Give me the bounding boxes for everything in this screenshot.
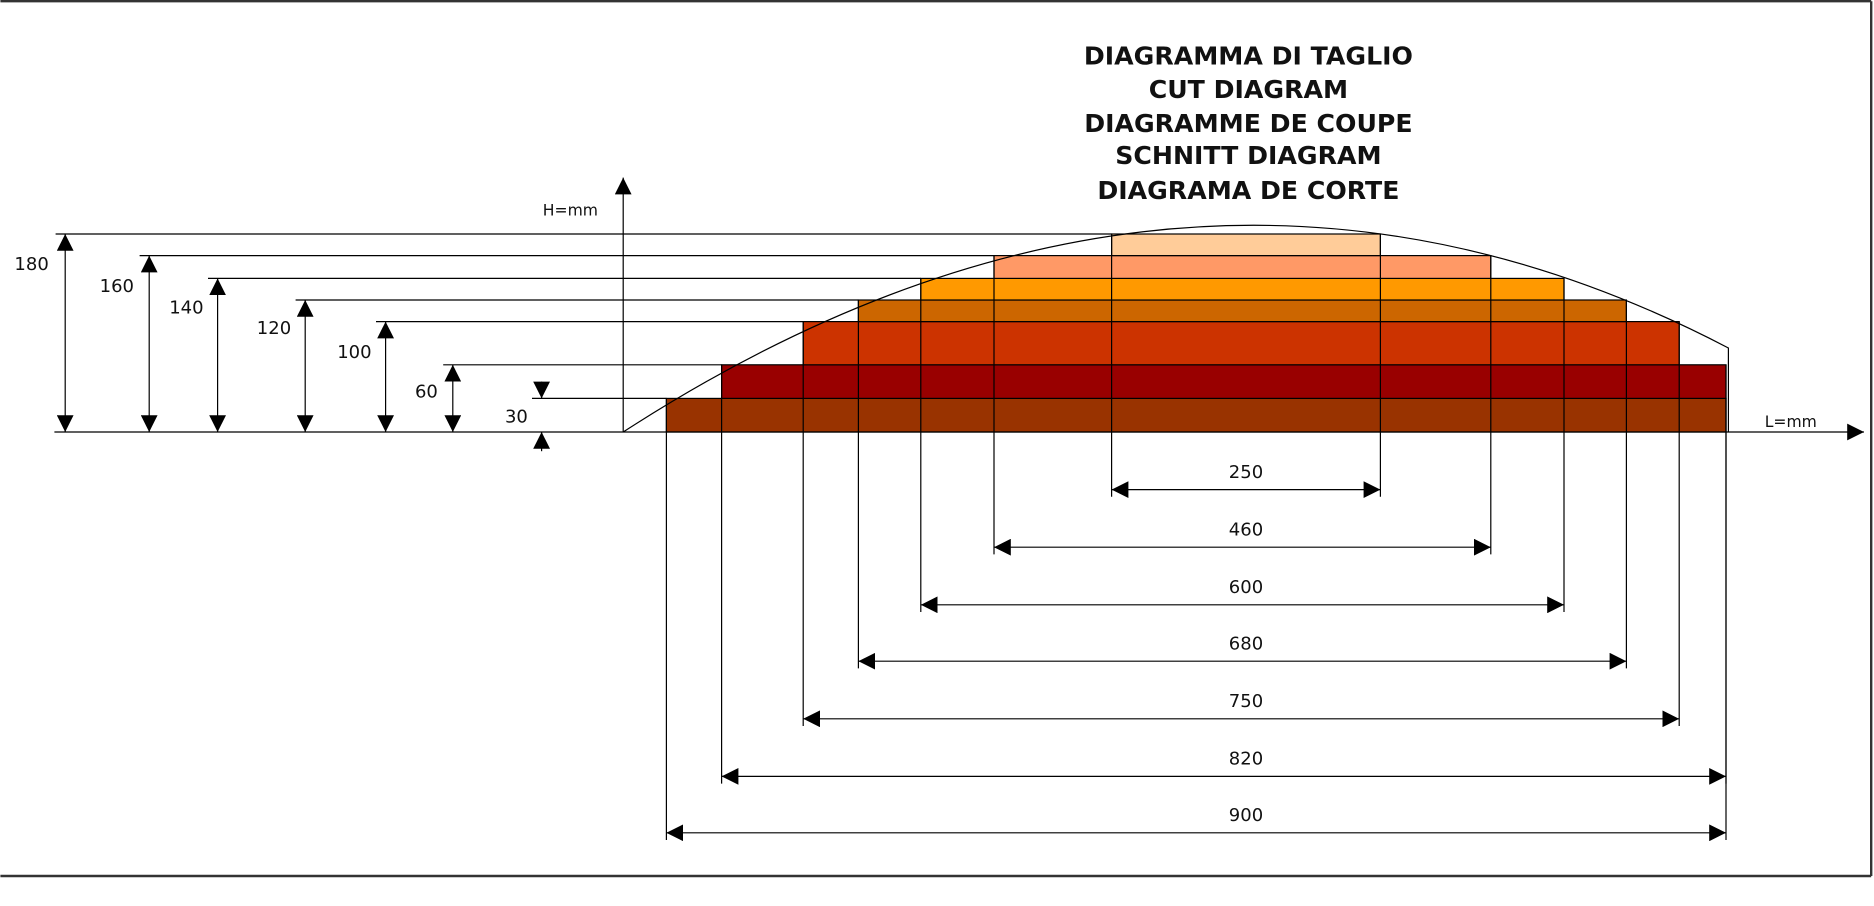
width-label: 600 [1229, 577, 1263, 598]
height-label: 180 [14, 254, 48, 275]
cut-layer [802, 321, 1680, 366]
cut-layer [920, 277, 1565, 301]
cut-layer [1111, 233, 1381, 257]
title-line: DIAGRAMME DE COUPE [1084, 109, 1412, 138]
title-block: DIAGRAMMA DI TAGLIO CUT DIAGRAM DIAGRAMME … [1084, 42, 1413, 205]
axes: H=mm L=mm [54, 177, 1864, 441]
layers [665, 233, 1727, 433]
cut-layer [857, 299, 1627, 323]
title-line: DIAGRAMA DE CORTE [1097, 176, 1399, 205]
dimension-lines [55, 233, 1727, 842]
height-label: 140 [169, 297, 203, 318]
dimension-labels: 30 900 60 820 100 750 120 680 140 600 160 460 180 250 [14, 254, 1263, 826]
x-axis-label: L=mm [1765, 413, 1817, 431]
frame [0, 0, 1873, 878]
height-label: 120 [257, 318, 291, 339]
width-label: 460 [1229, 519, 1263, 540]
cut-layer [665, 397, 1727, 433]
width-label: 250 [1229, 462, 1263, 483]
width-label: 900 [1229, 805, 1263, 826]
cut-layer [721, 364, 1727, 399]
y-axis-label: H=mm [543, 202, 598, 220]
height-label: 60 [415, 381, 438, 402]
height-label: 160 [100, 276, 134, 297]
width-label: 750 [1229, 691, 1263, 712]
cut-layer [993, 255, 1492, 279]
title-line: DIAGRAMMA DI TAGLIO [1084, 42, 1413, 71]
height-label: 100 [337, 342, 371, 363]
title-line: SCHNITT DIAGRAM [1115, 141, 1381, 170]
profile-arc [622, 224, 1729, 433]
title-line: CUT DIAGRAM [1149, 75, 1348, 104]
width-label: 680 [1229, 633, 1263, 654]
width-label: 820 [1229, 749, 1263, 770]
height-label: 30 [505, 407, 528, 428]
